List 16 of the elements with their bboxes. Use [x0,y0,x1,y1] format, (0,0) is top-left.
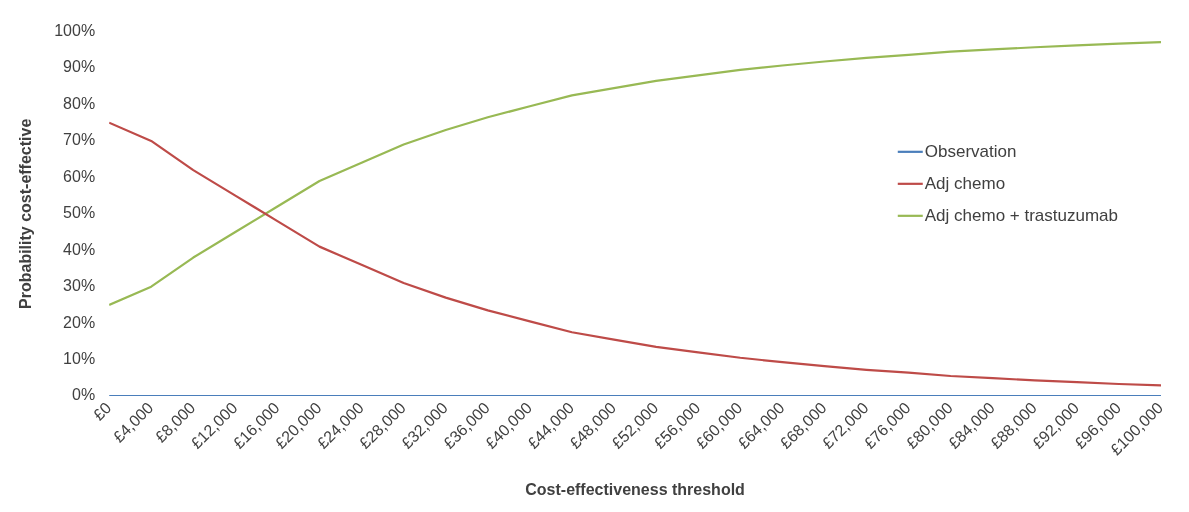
y-tick-label: 40% [63,240,96,258]
y-axis-title: Probability cost-effective [17,118,35,309]
y-tick-label: 100% [54,22,96,40]
y-tick-label: 10% [63,350,96,367]
y-tick-label: 0% [72,386,96,404]
legend-label: Adj chemo [924,173,1006,193]
y-tick-label: 50% [63,204,96,222]
y-tick-label: 30% [63,277,96,295]
y-tick-label: 60% [63,167,96,185]
y-tick-label: 80% [63,94,96,112]
y-tick-label: 70% [63,131,96,149]
y-tick-label: 90% [63,58,96,76]
y-tick-label: 20% [63,313,96,331]
legend-label: Adj chemo + trastuzumab [924,205,1118,225]
x-axis-title: Cost-effectiveness threshold [525,480,745,498]
legend-label: Observation [924,141,1017,161]
